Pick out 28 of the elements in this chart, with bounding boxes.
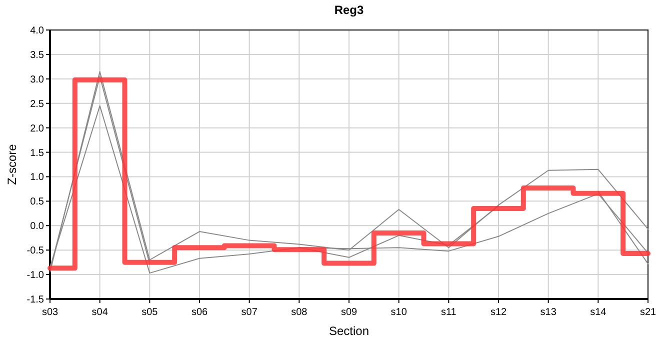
x-tick-label: s14 [590,307,607,318]
y-tick-label: -1.0 [26,270,44,282]
y-axis-title: Z-score [5,144,19,185]
y-tick-label: -0.5 [26,246,44,257]
y-tick-label: 2.0 [30,123,44,134]
x-tick-label: s21 [640,307,656,318]
x-tick-label: s10 [390,307,408,318]
x-axis-title: Section [328,324,370,338]
x-tick-label: s05 [142,307,158,318]
y-tick-label: -1.5 [26,294,44,306]
y-tick-label: 1.0 [30,172,44,184]
x-tick-label: s06 [191,307,208,318]
y-tick-label: 3.0 [30,74,44,86]
y-tick-label: 0.0 [30,221,44,232]
x-tick-label: s04 [92,307,108,318]
x-tick-label: s13 [540,307,557,318]
y-tick-label: 2.5 [30,98,44,110]
y-tick-label: 1.5 [30,148,44,159]
y-tick-label: 4.0 [30,26,44,36]
y-tick-label: 0.5 [30,196,44,208]
x-tick-label: s08 [291,307,308,318]
chart-title: Reg3 [334,3,364,17]
x-tick-label: s12 [490,307,507,318]
x-tick-label: s09 [340,307,358,318]
x-tick-label: s11 [440,307,457,318]
x-tick-label: s07 [241,307,258,318]
x-tick-label: s03 [42,307,58,318]
y-tick-label: 3.5 [30,50,44,61]
